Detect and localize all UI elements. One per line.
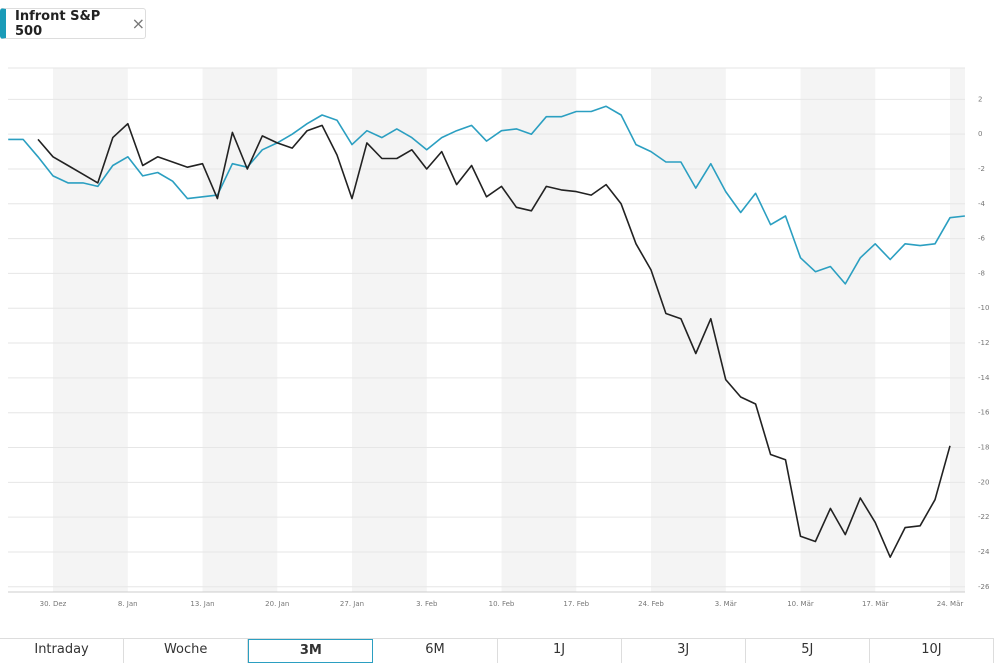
range-button[interactable]: Intraday bbox=[0, 639, 125, 663]
y-tick-label: -14 bbox=[978, 374, 990, 382]
range-button[interactable]: 5J bbox=[746, 639, 870, 663]
week-band bbox=[202, 68, 278, 592]
x-tick-label: 27. Jan bbox=[340, 600, 364, 608]
week-band bbox=[800, 68, 876, 592]
y-tick-label: -18 bbox=[978, 444, 989, 452]
x-tick-label: 24. Mär bbox=[937, 600, 964, 608]
x-tick-label: 24. Feb bbox=[638, 600, 664, 608]
chart: 2 0 -2 -4 -6 -8 -10 -12 -14 -16 -18 -20 -22 -24 -26 30.… bbox=[8, 67, 990, 608]
y-tick-label: 2 bbox=[978, 95, 982, 103]
y-tick-label: -26 bbox=[978, 583, 990, 591]
week-band bbox=[950, 68, 965, 592]
y-tick-label: -16 bbox=[978, 409, 990, 417]
x-tick-label: 17. Mär bbox=[862, 600, 889, 608]
x-tick-label: 10. Feb bbox=[489, 600, 515, 608]
y-tick-label: -22 bbox=[978, 513, 989, 521]
y-tick-label: -10 bbox=[978, 304, 989, 312]
range-buttons: Intraday Woche 3M 6M 1J 3J 5J 10J bbox=[0, 638, 994, 663]
y-tick-label: -20 bbox=[978, 478, 989, 486]
week-band bbox=[352, 68, 427, 592]
x-tick-label: 17. Feb bbox=[563, 600, 589, 608]
x-tick-label: 30. Dez bbox=[40, 600, 67, 608]
instrument-tag[interactable]: Infront S&P 500 × bbox=[0, 8, 146, 39]
y-tick-label: -24 bbox=[978, 548, 990, 556]
range-button[interactable]: 3M bbox=[248, 639, 374, 663]
range-button[interactable]: Woche bbox=[124, 639, 249, 663]
y-tick-label: 0 bbox=[978, 130, 982, 138]
x-tick-label: 8. Jan bbox=[118, 600, 138, 608]
series-line bbox=[8, 105, 965, 285]
tag-label: Infront S&P 500 bbox=[15, 8, 101, 39]
week-band bbox=[651, 68, 726, 592]
x-tick-label: 3. Mär bbox=[715, 600, 737, 608]
x-tick-label: 13. Jan bbox=[190, 600, 214, 608]
range-button[interactable]: 10J bbox=[870, 639, 994, 663]
week-band bbox=[53, 68, 128, 592]
y-tick-label: -8 bbox=[978, 269, 985, 277]
range-button[interactable]: 1J bbox=[498, 639, 622, 663]
week-band bbox=[501, 68, 577, 592]
series-line bbox=[37, 122, 951, 558]
range-button[interactable]: 6M bbox=[373, 639, 498, 663]
y-tick-label: -6 bbox=[978, 235, 986, 243]
range-button[interactable]: 3J bbox=[622, 639, 746, 663]
y-tick-label: -2 bbox=[978, 165, 985, 173]
x-tick-label: 20. Jan bbox=[265, 600, 289, 608]
y-tick-label: -12 bbox=[978, 339, 989, 347]
x-tick-label: 10. Mär bbox=[787, 600, 814, 608]
x-tick-label: 3. Feb bbox=[416, 600, 438, 608]
y-tick-label: -4 bbox=[978, 200, 986, 208]
close-button[interactable]: × bbox=[131, 14, 145, 33]
